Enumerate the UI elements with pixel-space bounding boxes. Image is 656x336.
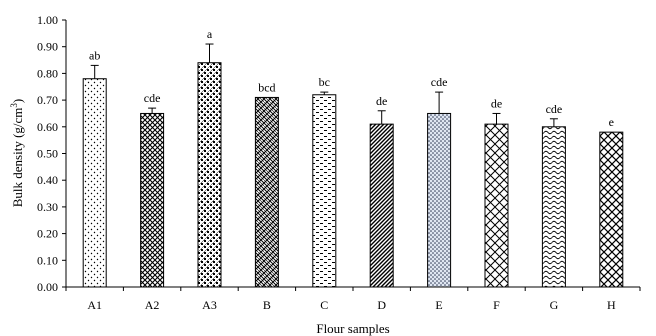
x-tick-label: G xyxy=(550,298,559,312)
bar-g xyxy=(541,126,566,288)
y-tick-label: 0.40 xyxy=(37,173,58,187)
bar-b xyxy=(254,96,279,288)
x-tick-label: A3 xyxy=(202,298,217,312)
y-tick-label: 0.00 xyxy=(37,280,58,294)
bar-h xyxy=(599,131,624,288)
x-tick-label: E xyxy=(435,298,442,312)
x-tick-label: D xyxy=(377,298,386,312)
data-label-d: de xyxy=(376,94,387,108)
x-tick-label: F xyxy=(493,298,500,312)
x-axis-title: Flour samples xyxy=(316,321,389,336)
data-label-e: cde xyxy=(431,75,448,89)
y-tick-label: 1.00 xyxy=(37,13,58,27)
bar-c xyxy=(312,94,337,288)
bar-a2 xyxy=(140,112,165,288)
y-axis-title-main: Bulk density (g/cm xyxy=(10,108,25,208)
y-tick-label: 0.30 xyxy=(37,200,58,214)
y-tick-label: 0.10 xyxy=(37,253,58,267)
data-label-c: bc xyxy=(319,75,330,89)
x-tick-label: H xyxy=(607,298,616,312)
y-axis-title-sup: 3 xyxy=(9,103,19,108)
data-label-b: bcd xyxy=(258,80,275,94)
bar-a1 xyxy=(82,78,107,288)
bar-a3 xyxy=(197,62,222,288)
data-label-a2: cde xyxy=(144,91,161,105)
x-ticks: A1 A2 A3 B C D E F G H xyxy=(65,287,641,312)
data-label-a3: a xyxy=(207,27,213,41)
data-label-a1: ab xyxy=(89,48,100,62)
y-tick-label: 0.70 xyxy=(37,93,58,107)
y-axis-title: Bulk density (g/cm3) xyxy=(9,99,25,208)
bar-d xyxy=(369,123,394,288)
y-tick-label: 0.60 xyxy=(37,120,58,134)
x-tick-label: A2 xyxy=(145,298,160,312)
y-tick-label: 0.90 xyxy=(37,40,58,54)
y-tick-label: 0.80 xyxy=(37,66,58,80)
x-tick-label: B xyxy=(263,298,271,312)
data-label-h: e xyxy=(609,115,614,129)
y-tick-label: 0.50 xyxy=(37,147,58,161)
y-ticks: 0.00 0.10 0.20 0.30 0.40 0.50 0.60 0.70 0.80 0.90… xyxy=(37,13,66,294)
y-tick-label: 0.20 xyxy=(37,227,58,241)
x-tick-label: A1 xyxy=(87,298,102,312)
bar-f xyxy=(484,123,509,288)
bar-e xyxy=(427,112,452,288)
data-label-f: de xyxy=(491,96,502,110)
bars: ab cde a bcd bc de cde de cde e xyxy=(82,27,624,288)
y-axis-title-close: ) xyxy=(10,99,25,103)
data-label-g: cde xyxy=(546,102,563,116)
x-tick-label: C xyxy=(320,298,328,312)
